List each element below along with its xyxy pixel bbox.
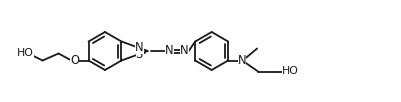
Text: N: N — [237, 54, 246, 67]
Text: N: N — [180, 44, 188, 58]
Text: HO: HO — [281, 67, 298, 76]
Text: S: S — [136, 48, 143, 60]
Text: O: O — [70, 54, 79, 67]
Text: N: N — [135, 42, 143, 54]
Text: N: N — [165, 44, 174, 58]
Text: HO: HO — [17, 48, 34, 59]
